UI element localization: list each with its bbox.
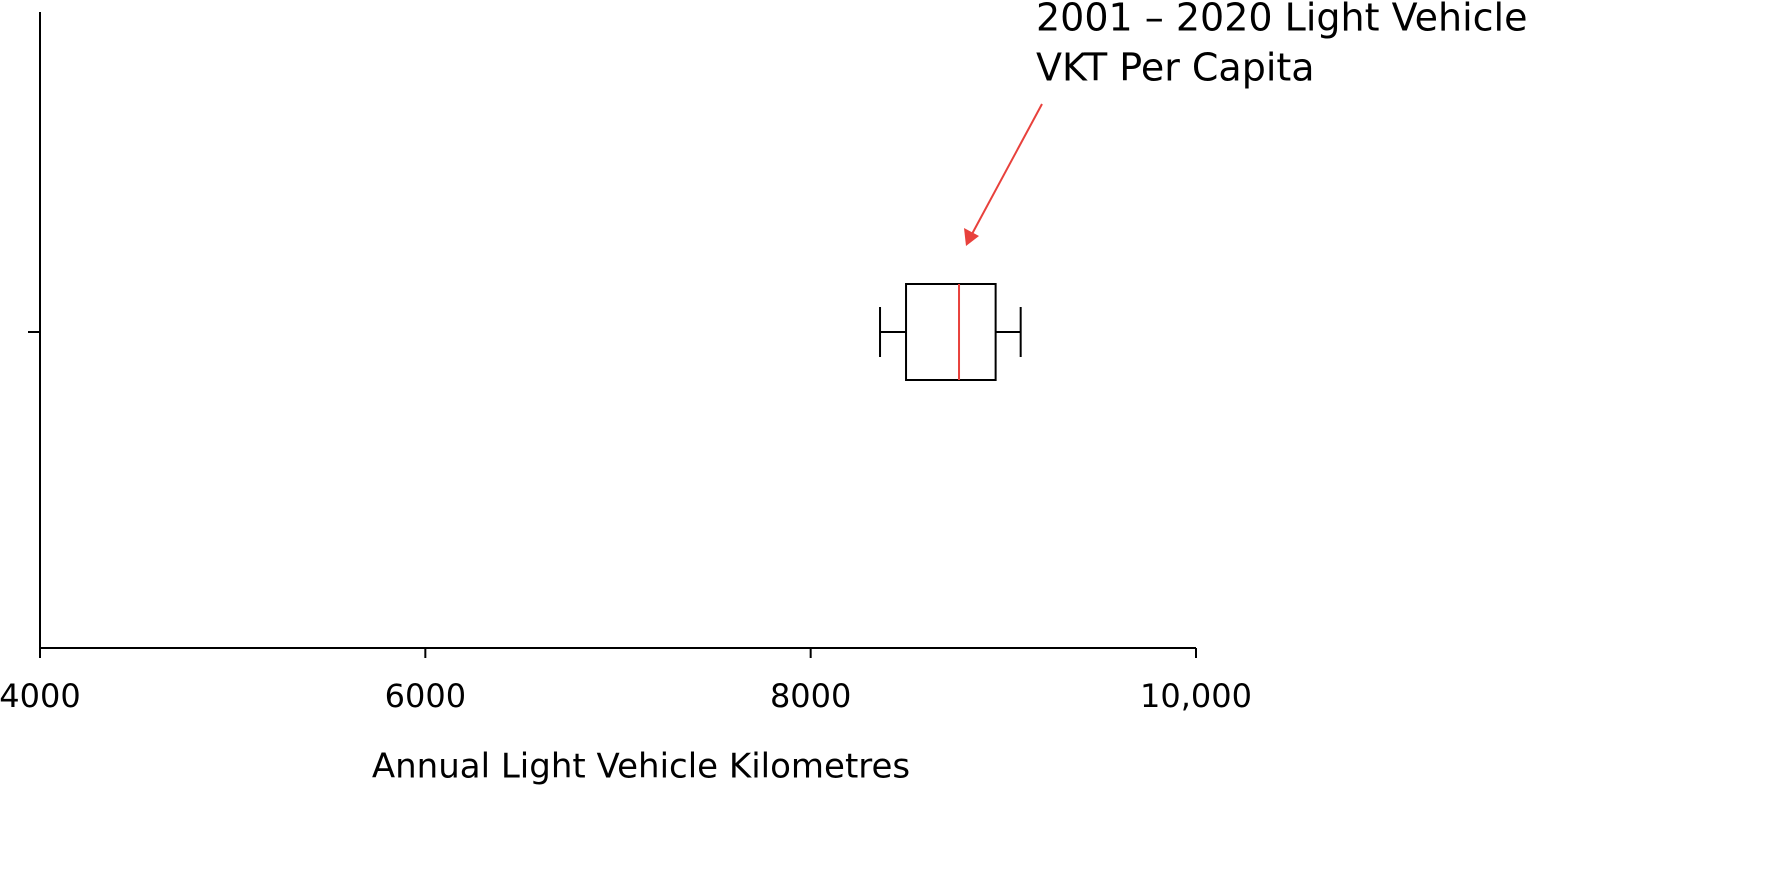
x-axis-label: Annual Light Vehicle Kilometres xyxy=(372,747,910,787)
arrow-head xyxy=(964,228,979,246)
annotation-arrow xyxy=(964,103,1043,246)
box xyxy=(905,283,997,381)
arrow-line xyxy=(971,103,1043,235)
x-tick-label: 6000 xyxy=(385,677,466,715)
x-tick-label: 8000 xyxy=(770,677,851,715)
annotation: VKT Per Capita xyxy=(1036,46,1315,90)
x-tick-label: 10,000 xyxy=(1140,677,1252,715)
x-tick-label: 4000 xyxy=(0,677,81,715)
annotation: 2001 – 2020 Light Vehicle xyxy=(1036,0,1527,40)
